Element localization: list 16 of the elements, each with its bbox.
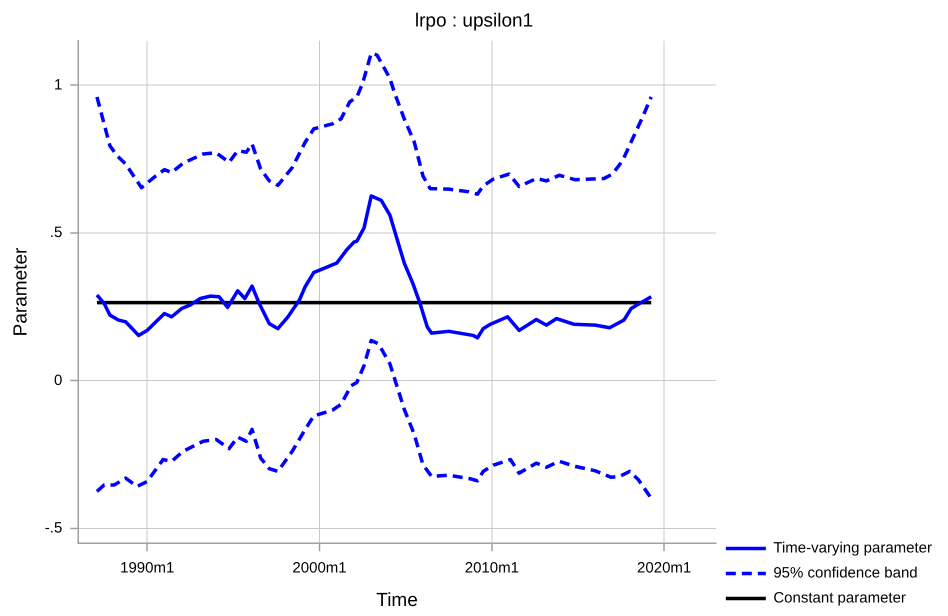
x-axis-title: Time [376, 590, 418, 611]
y-tick-label: -.5 [44, 520, 62, 537]
x-tick-label: 1990m1 [120, 559, 174, 576]
x-tick-label: 2000m1 [292, 559, 347, 576]
y-tick-label: .5 [50, 224, 62, 242]
x-tick-label: 2010m1 [464, 559, 519, 576]
y-tick-label: 0 [54, 372, 62, 389]
legend-label: 95% confidence band [773, 564, 918, 582]
legend-label: Constant parameter [773, 590, 906, 607]
y-axis-title: Parameter [10, 246, 32, 336]
line-series [95, 338, 653, 500]
line-series [95, 51, 653, 196]
x-tick-label: 2020m1 [637, 559, 692, 576]
legend-label: Time-varying parameter [773, 540, 932, 557]
chart-title: lrpo : upsilon1 [414, 10, 534, 32]
y-tick-label: 1 [54, 76, 62, 94]
